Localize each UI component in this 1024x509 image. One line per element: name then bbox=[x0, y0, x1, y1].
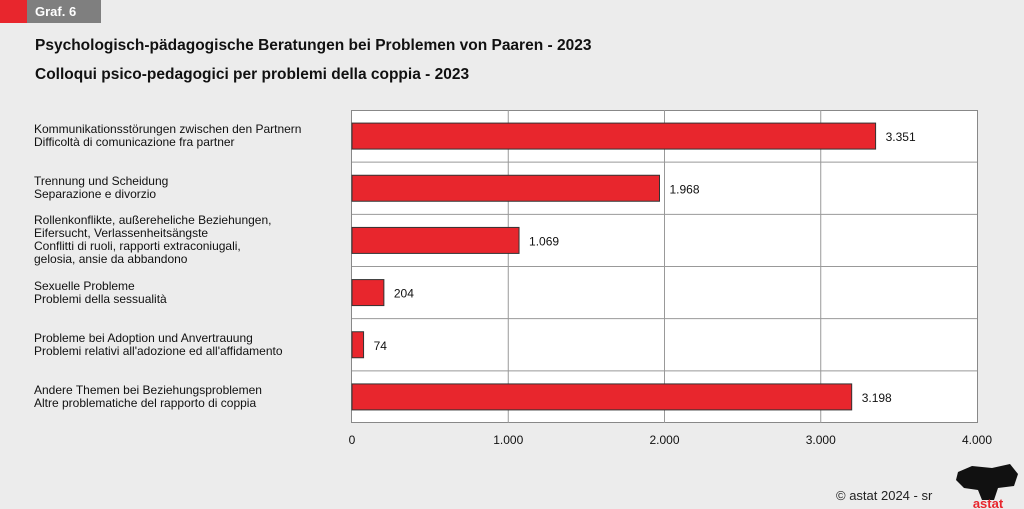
bar bbox=[351, 279, 385, 307]
x-tick-label: 1.000 bbox=[493, 433, 524, 447]
bar-value-label: 1.069 bbox=[529, 234, 559, 248]
category-label: Probleme bei Adoption und Anvertrauung P… bbox=[34, 330, 283, 358]
x-tick-label: 0 bbox=[348, 433, 356, 447]
bar bbox=[351, 226, 520, 254]
bar bbox=[351, 174, 660, 202]
chart-subtitle: Colloqui psico-pedagogici per problemi d… bbox=[35, 66, 470, 83]
bar-value-label: 1.968 bbox=[670, 182, 700, 196]
x-tick-label: 2.000 bbox=[649, 433, 680, 447]
chart-title: Psychologisch-pädagogische Beratungen be… bbox=[35, 37, 592, 54]
category-label: Trennung und Scheidung Separazione e div… bbox=[34, 174, 169, 202]
bar-value-label: 74 bbox=[374, 339, 388, 353]
bar bbox=[351, 331, 365, 359]
bar bbox=[351, 122, 877, 150]
figure-tag: Graf. 6 bbox=[27, 0, 101, 23]
bar-value-label: 3.198 bbox=[862, 391, 892, 405]
tag-accent bbox=[0, 0, 27, 23]
x-tick-label: 3.000 bbox=[805, 433, 836, 447]
svg-text:astat: astat bbox=[973, 496, 1004, 509]
category-label: Andere Themen bei Beziehungsproblemen Al… bbox=[34, 382, 262, 410]
copyright: © astat 2024 - sr bbox=[836, 488, 933, 503]
category-label: Sexuelle Probleme Problemi della sessual… bbox=[34, 278, 167, 306]
x-tick-label: 4.000 bbox=[961, 433, 993, 447]
bar bbox=[351, 383, 853, 411]
bar-value-label: 3.351 bbox=[886, 130, 916, 144]
bar-value-label: 204 bbox=[394, 287, 414, 301]
category-label: Rollenkonflikte, außereheliche Beziehung… bbox=[34, 213, 272, 267]
astat-logo: astat bbox=[956, 464, 1018, 509]
category-label: Kommunikationsstörungen zwischen den Par… bbox=[34, 122, 302, 150]
